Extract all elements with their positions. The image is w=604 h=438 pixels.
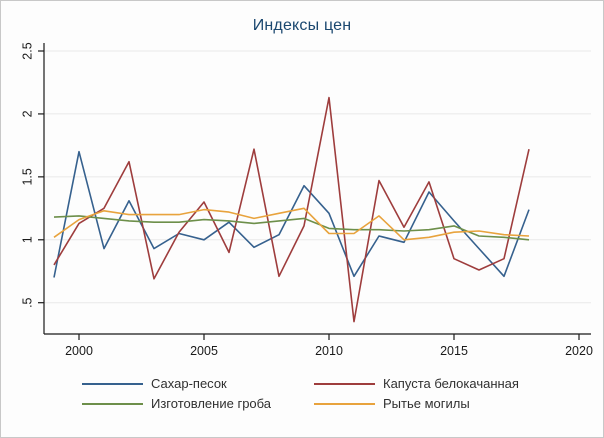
y-tick-label: .5	[20, 297, 34, 307]
x-tick-label: 2020	[565, 344, 593, 358]
x-tick-label: 2005	[190, 344, 218, 358]
x-tick-label: 2010	[315, 344, 343, 358]
legend-swatch-grave	[314, 403, 375, 405]
legend-label-cabbage: Капуста белокачанная	[383, 376, 519, 391]
legend-label-grave: Рытье могилы	[383, 396, 470, 411]
series-line-Капуста белокачанная	[53, 96, 530, 323]
legend-label-coffin: Изготовление гроба	[151, 396, 272, 411]
legend-swatch-coffin	[82, 403, 143, 405]
legend-swatch-sugar	[82, 383, 143, 385]
chart-title: Индексы цен	[252, 17, 352, 34]
y-tick-label: 1	[20, 236, 34, 243]
y-tick-label: 1.5	[20, 168, 34, 185]
x-tick-label: 2000	[65, 344, 93, 358]
y-tick-label: 2	[20, 110, 34, 117]
x-tick-label: 2015	[440, 344, 468, 358]
y-tick-label: 2.5	[20, 42, 34, 59]
series-line-Изготовление гроба	[53, 215, 530, 241]
legend-swatch-cabbage	[314, 383, 375, 385]
series-line-Рытье могилы	[53, 207, 530, 241]
legend-label-sugar: Сахар-песок	[151, 376, 227, 391]
